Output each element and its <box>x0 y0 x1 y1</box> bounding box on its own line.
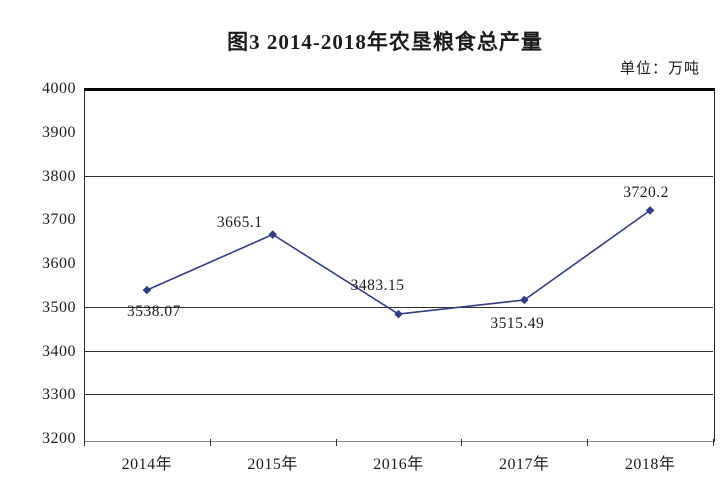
data-point-marker <box>645 206 655 215</box>
y-axis-tick-label: 3400 <box>42 342 76 360</box>
data-line-series <box>142 206 655 319</box>
y-axis-tick-label: 4000 <box>42 80 76 97</box>
data-point-marker <box>142 285 152 295</box>
gridline <box>84 351 713 352</box>
data-point-label: 3720.2 <box>623 184 669 202</box>
y-axis-tick-label: 3800 <box>42 167 76 185</box>
data-point-marker <box>520 295 529 305</box>
data-point-label: 3515.49 <box>490 314 545 332</box>
data-point-marker <box>268 230 277 239</box>
y-axis-tick-label: 3700 <box>42 211 76 229</box>
y-axis-tick-label: 3900 <box>42 123 76 141</box>
x-axis-tick <box>84 439 85 446</box>
x-axis-tick <box>209 439 211 446</box>
x-axis-tick <box>461 439 463 446</box>
x-axis-category-label: 2016年 <box>373 456 424 473</box>
y-axis-tick-label: 3200 <box>42 430 76 447</box>
x-axis-category-label: 2015年 <box>247 456 298 473</box>
x-axis-category-label: 2014年 <box>121 456 173 473</box>
gridline <box>84 176 713 177</box>
y-axis-tick-label: 3500 <box>42 298 76 316</box>
data-point-label: 3483.15 <box>350 277 405 295</box>
y-axis-tick-label: 3300 <box>42 386 76 404</box>
x-axis-tick <box>713 439 714 446</box>
x-axis-tick <box>335 439 337 446</box>
chart-title: 图3 2014-2018年农垦粮食总产量 <box>227 30 543 54</box>
data-point-label: 3665.1 <box>216 213 263 231</box>
y-axis-tick-label: 3600 <box>42 255 76 272</box>
data-point-marker <box>394 309 403 319</box>
data-point-label: 3538.07 <box>126 303 181 321</box>
gridline <box>84 307 713 308</box>
x-axis-category-label: 2017年 <box>499 456 550 473</box>
gridline <box>84 394 713 395</box>
x-axis-category-label: 2018年 <box>624 456 676 473</box>
unit-label: 单位：万吨 <box>619 61 700 77</box>
plot-area <box>84 88 715 442</box>
x-axis-tick <box>587 439 589 446</box>
